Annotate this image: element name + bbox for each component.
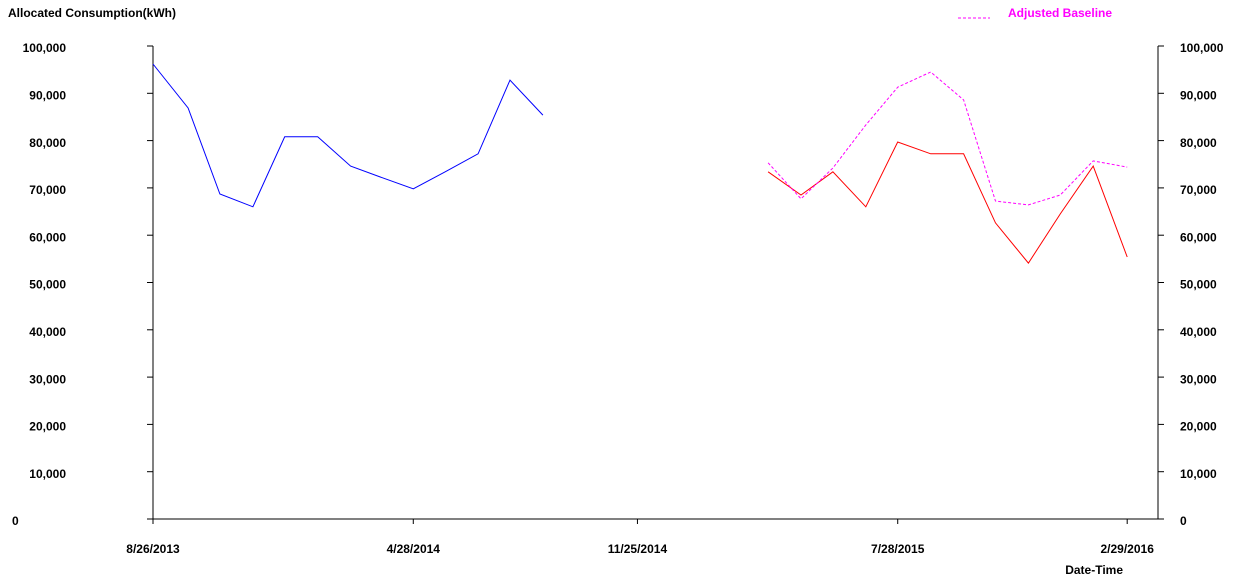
y2-tick-label: 60,000 <box>1180 230 1217 244</box>
y2-tick-label: 100,000 <box>1180 41 1224 55</box>
x-tick-label: 11/25/2014 <box>608 542 668 556</box>
y2-tick-label: 40,000 <box>1180 325 1217 339</box>
x-tick-label: 2/29/2016 <box>1100 542 1154 556</box>
y2-tick-label: 20,000 <box>1180 420 1217 434</box>
y-tick-label: 40,000 <box>29 325 66 339</box>
line-series <box>767 141 1128 264</box>
legend-label: Adjusted Baseline <box>1008 6 1112 20</box>
x-tick-label: 4/28/2014 <box>387 542 441 556</box>
y2-tick-label: 30,000 <box>1180 372 1217 386</box>
y-tick-label: 80,000 <box>29 136 66 150</box>
chart-title: Allocated Consumption(kWh) <box>8 6 176 20</box>
y2-tick-label: 70,000 <box>1180 183 1217 197</box>
y-tick-label: 10,000 <box>29 467 66 481</box>
y2-tick-label: 80,000 <box>1180 136 1217 150</box>
line-series <box>767 71 1128 206</box>
y-tick-label: 100,000 <box>23 41 67 55</box>
x-axis-label: Date-Time <box>1065 563 1123 577</box>
y2-tick-label: 0 <box>1180 514 1187 528</box>
y-tick-label: 50,000 <box>29 278 66 292</box>
y-tick-label: 90,000 <box>29 88 66 102</box>
y-tick-label: 70,000 <box>29 183 66 197</box>
y2-tick-label: 90,000 <box>1180 88 1217 102</box>
y-tick-label: 30,000 <box>29 372 66 386</box>
y-tick-label: 60,000 <box>29 230 66 244</box>
y-tick-label: 0 <box>12 514 19 528</box>
line-series <box>152 63 544 208</box>
x-tick-label: 7/28/2015 <box>871 542 925 556</box>
y2-tick-label: 10,000 <box>1180 467 1217 481</box>
x-tick-label: 8/26/2013 <box>126 542 180 556</box>
y2-tick-label: 50,000 <box>1180 278 1217 292</box>
y-tick-label: 20,000 <box>29 420 66 434</box>
